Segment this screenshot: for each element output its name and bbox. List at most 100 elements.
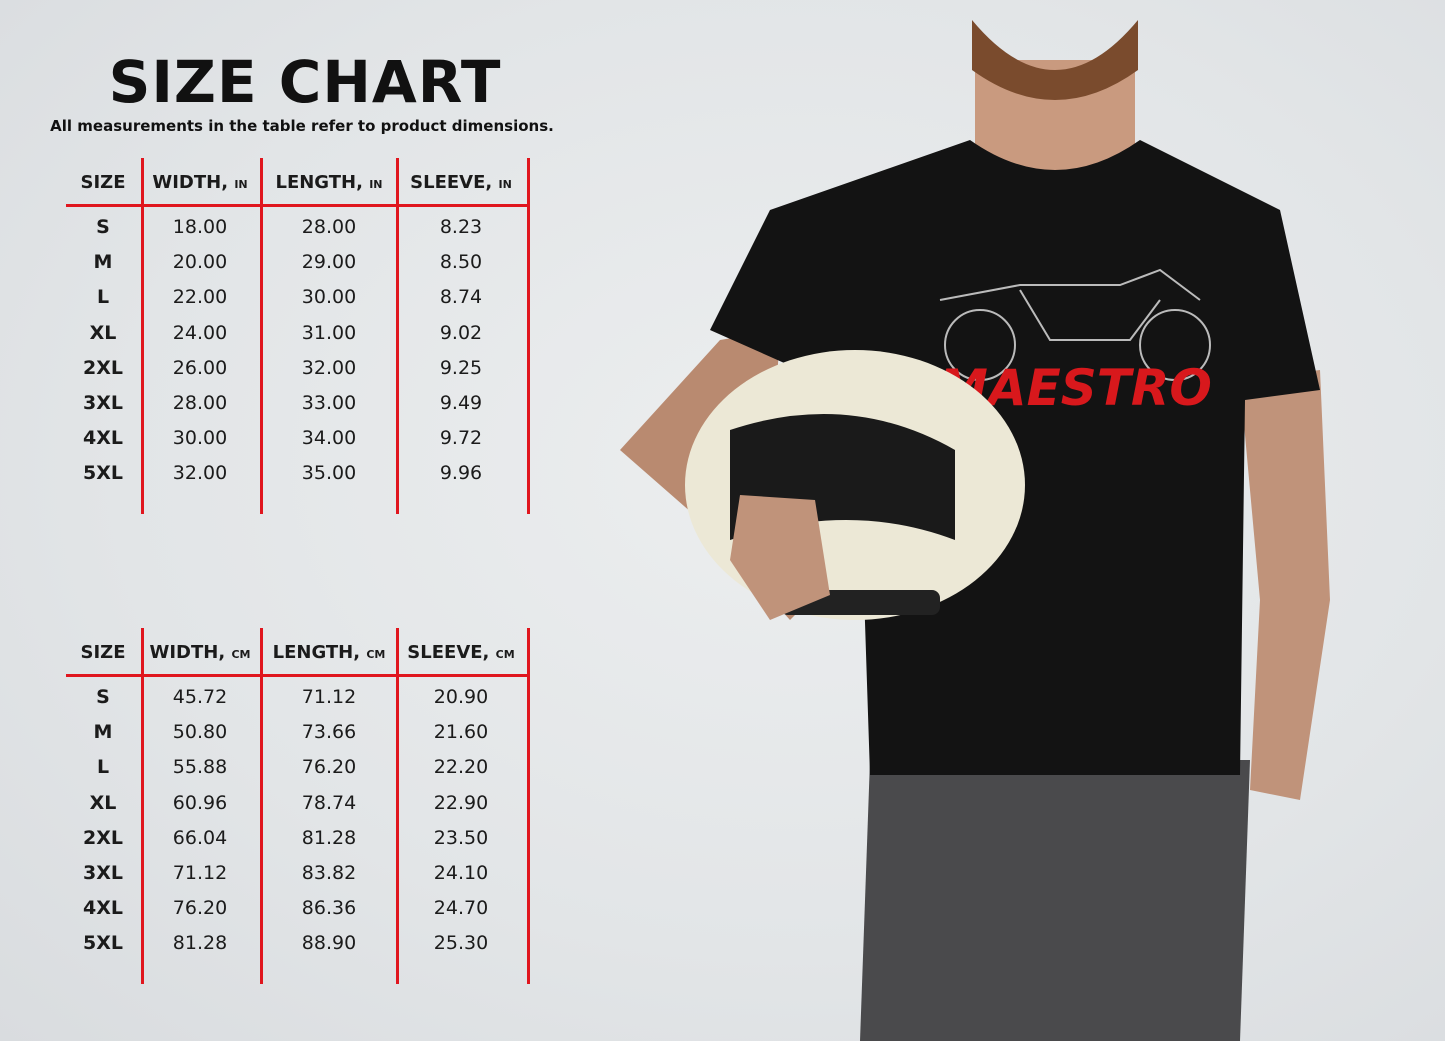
- column-divider: [527, 158, 530, 514]
- page-title: SIZE CHART: [108, 48, 502, 116]
- measurement-value: 45.72: [172, 686, 228, 708]
- size-label: L: [96, 756, 110, 779]
- column-divider: [141, 158, 144, 514]
- column-divider: [527, 628, 530, 984]
- motorcycle-graphic: [939, 268, 1211, 381]
- column-header: WIDTH, IN: [130, 172, 270, 193]
- measurement-value: 32.00: [301, 356, 357, 379]
- measurement-value: 26.00: [172, 356, 228, 379]
- size-label: 5XL: [83, 462, 123, 485]
- size-label: 2XL: [83, 356, 123, 379]
- measurement-value: 55.88: [172, 756, 228, 779]
- measurement-value: 24.00: [172, 321, 228, 344]
- measurement-value: 21.60: [433, 721, 489, 744]
- header-unit: IN: [498, 178, 512, 191]
- measurement-value: 9.72: [439, 427, 483, 450]
- measurement-value: 22.90: [433, 791, 489, 814]
- size-label: 2XL: [83, 826, 123, 849]
- header-unit: CM: [231, 648, 251, 661]
- measurement-value: 20.90: [433, 686, 489, 708]
- column-header: WIDTH, CM: [130, 642, 270, 663]
- size-table-centimeters: SIZE WIDTH, CM LENGTH, CM SLEEVE, CM S 45.72 7…: [66, 628, 531, 984]
- measurement-value: 9.96: [439, 462, 483, 485]
- size-label: S: [96, 686, 110, 708]
- measurement-value: 83.82: [301, 862, 357, 884]
- measurement-value: 31.00: [301, 321, 357, 344]
- column-header: LENGTH, CM: [259, 642, 399, 663]
- helmet: [685, 350, 1025, 620]
- header-unit: IN: [234, 178, 248, 191]
- column-header: SIZE: [33, 642, 173, 663]
- measurement-value: 73.66: [301, 721, 357, 744]
- measurement-value: 76.20: [301, 756, 357, 779]
- measurement-value: 8.74: [439, 286, 483, 309]
- measurement-value: 20.00: [172, 251, 228, 274]
- measurement-value: 86.36: [301, 897, 357, 920]
- header-label: SIZE: [80, 172, 126, 193]
- column-divider: [396, 158, 399, 514]
- hand: [730, 495, 830, 620]
- measurement-value: 8.50: [439, 251, 483, 274]
- size-label: L: [96, 286, 110, 309]
- measurement-value: 78.74: [301, 791, 357, 814]
- measurement-value: 60.96: [172, 791, 228, 814]
- column-header: SLEEVE, IN: [391, 172, 531, 193]
- size-table-inches: SIZE WIDTH, IN LENGTH, IN SLEEVE, IN S 18.00 2…: [66, 158, 531, 514]
- size-label: 5XL: [83, 932, 123, 955]
- header-label: WIDTH,: [149, 642, 226, 663]
- measurement-value: 34.00: [301, 427, 357, 450]
- column-divider: [141, 628, 144, 984]
- size-label: 4XL: [83, 427, 123, 450]
- page-subtitle: All measurements in the table refer to p…: [50, 117, 554, 135]
- measurement-value: 76.20: [172, 897, 228, 920]
- measurement-value: 81.28: [172, 932, 228, 955]
- measurement-value: 8.23: [439, 216, 483, 238]
- header-label: LENGTH,: [272, 642, 361, 663]
- measurement-value: 29.00: [301, 251, 357, 274]
- measurement-value: 71.12: [172, 862, 228, 884]
- size-label: S: [96, 216, 110, 238]
- measurement-value: 28.00: [172, 392, 228, 414]
- header-unit: CM: [495, 648, 515, 661]
- size-label: 4XL: [83, 897, 123, 920]
- size-label: 3XL: [83, 392, 123, 414]
- measurement-value: 22.20: [433, 756, 489, 779]
- column-divider: [260, 158, 263, 514]
- measurement-value: 88.90: [301, 932, 357, 955]
- header-unit: IN: [369, 178, 383, 191]
- header-unit: CM: [366, 648, 386, 661]
- measurement-value: 81.28: [301, 826, 357, 849]
- measurement-value: 23.50: [433, 826, 489, 849]
- measurement-value: 9.25: [439, 356, 483, 379]
- measurement-value: 9.02: [439, 321, 483, 344]
- column-divider: [396, 628, 399, 984]
- measurement-value: 9.49: [439, 392, 483, 414]
- measurement-value: 24.10: [433, 862, 489, 884]
- size-label: M: [93, 721, 113, 744]
- right-arm: [1240, 370, 1330, 800]
- measurement-value: 50.80: [172, 721, 228, 744]
- measurement-value: 35.00: [301, 462, 357, 485]
- measurement-value: 66.04: [172, 826, 228, 849]
- size-label: XL: [89, 321, 117, 344]
- header-label: SLEEVE,: [407, 642, 490, 663]
- measurement-value: 30.00: [172, 427, 228, 450]
- size-label: M: [93, 251, 113, 274]
- measurement-value: 22.00: [172, 286, 228, 309]
- beard: [972, 20, 1138, 100]
- column-divider: [260, 628, 263, 984]
- size-label: XL: [89, 791, 117, 814]
- header-divider: [66, 204, 528, 207]
- column-header: SIZE: [33, 172, 173, 193]
- measurement-value: 25.30: [433, 932, 489, 955]
- measurement-value: 30.00: [301, 286, 357, 309]
- measurement-value: 28.00: [301, 216, 357, 238]
- measurement-value: 33.00: [301, 392, 357, 414]
- header-label: WIDTH,: [152, 172, 229, 193]
- jeans: [860, 760, 1250, 1041]
- column-header: SLEEVE, CM: [391, 642, 531, 663]
- model-photo: MAESTRO: [620, 20, 1330, 1041]
- header-label: LENGTH,: [275, 172, 363, 193]
- column-header: LENGTH, IN: [259, 172, 399, 193]
- size-label: 3XL: [83, 862, 123, 884]
